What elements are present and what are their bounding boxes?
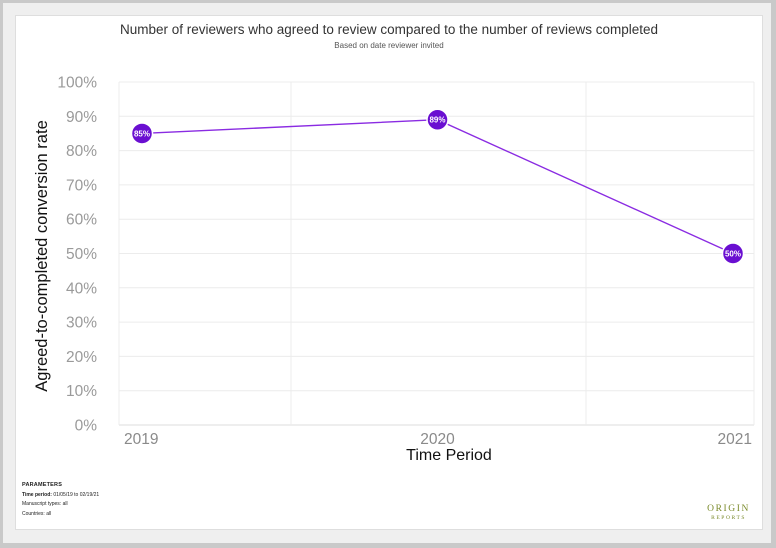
parameters-panel: PARAMETERS Time period: 01/05/19 to 02/1… <box>22 481 99 519</box>
param-time-period-value: 01/05/19 to 02/19/21 <box>53 491 100 498</box>
param-time-period-label: Time period: <box>22 491 52 498</box>
param-time-period: Time period: 01/05/19 to 02/19/21 <box>22 491 99 501</box>
data-label: 85% <box>134 129 150 138</box>
y-tick-label: 40% <box>66 280 97 297</box>
data-label: 50% <box>725 250 741 259</box>
parameters-heading: PARAMETERS <box>22 482 63 488</box>
data-label: 89% <box>429 116 445 125</box>
y-tick-label: 80% <box>66 143 97 160</box>
param-countries-value: all <box>46 510 52 517</box>
data-points: 85% 89% 50% <box>130 108 745 265</box>
x-axis-label: Time Period <box>406 447 492 464</box>
y-tick-label: 30% <box>66 315 97 332</box>
logo-line-2: REPORTS <box>711 515 747 521</box>
y-tick-label: 90% <box>66 109 97 126</box>
logo-line-1: ORIGIN <box>707 504 750 514</box>
report-card: Number of reviewers who agreed to review… <box>15 15 763 530</box>
series-line-path <box>141 119 734 255</box>
y-tick-label: 50% <box>66 246 97 263</box>
line-chart: 0%10%20%30%40%50%60%70%80%90%100% 2019 20… <box>33 75 755 464</box>
y-tick-label: 10% <box>66 383 97 400</box>
param-manuscript-types-label: Manuscript types: <box>22 501 62 508</box>
param-manuscript-types: Manuscript types: all <box>22 500 99 510</box>
y-axis-label: Agreed-to-completed conversion rate <box>33 120 51 391</box>
y-tick-label: 60% <box>66 212 97 229</box>
x-tick-label: 2020 <box>420 431 455 448</box>
chart-title: Number of reviewers who agreed to review… <box>119 22 658 37</box>
chart-subtitle: Based on date reviewer invited <box>334 41 444 50</box>
param-countries: Countries: all <box>22 510 99 520</box>
origin-reports-logo: ORIGIN REPORTS <box>707 504 750 523</box>
data-point[interactable]: 85% <box>130 122 154 145</box>
y-tick-label: 0% <box>75 418 98 435</box>
data-point-marker <box>426 108 449 131</box>
x-tick-label: 2019 <box>124 431 158 448</box>
y-axis-ticks: 0% 10% 20% 30% 40% 50% 60% 70% 80% 90% 100% <box>57 75 97 435</box>
x-tick-label: 2021 <box>718 431 752 448</box>
param-manuscript-types-value: all <box>62 501 68 508</box>
data-point-marker <box>130 122 154 145</box>
data-point[interactable]: 50% <box>721 242 745 265</box>
y-tick-label: 20% <box>66 349 97 366</box>
frame: Number of reviewers who agreed to review… <box>3 3 771 543</box>
gridlines <box>118 81 755 426</box>
param-countries-label: Countries: <box>22 510 45 517</box>
data-point[interactable]: 89% <box>426 108 449 131</box>
y-tick-label: 70% <box>66 177 97 194</box>
data-point-marker <box>721 242 745 265</box>
y-tick-label: 100% <box>57 75 97 92</box>
x-axis-ticks: 2019 2020 2021 <box>124 431 752 448</box>
series-line <box>141 119 734 255</box>
